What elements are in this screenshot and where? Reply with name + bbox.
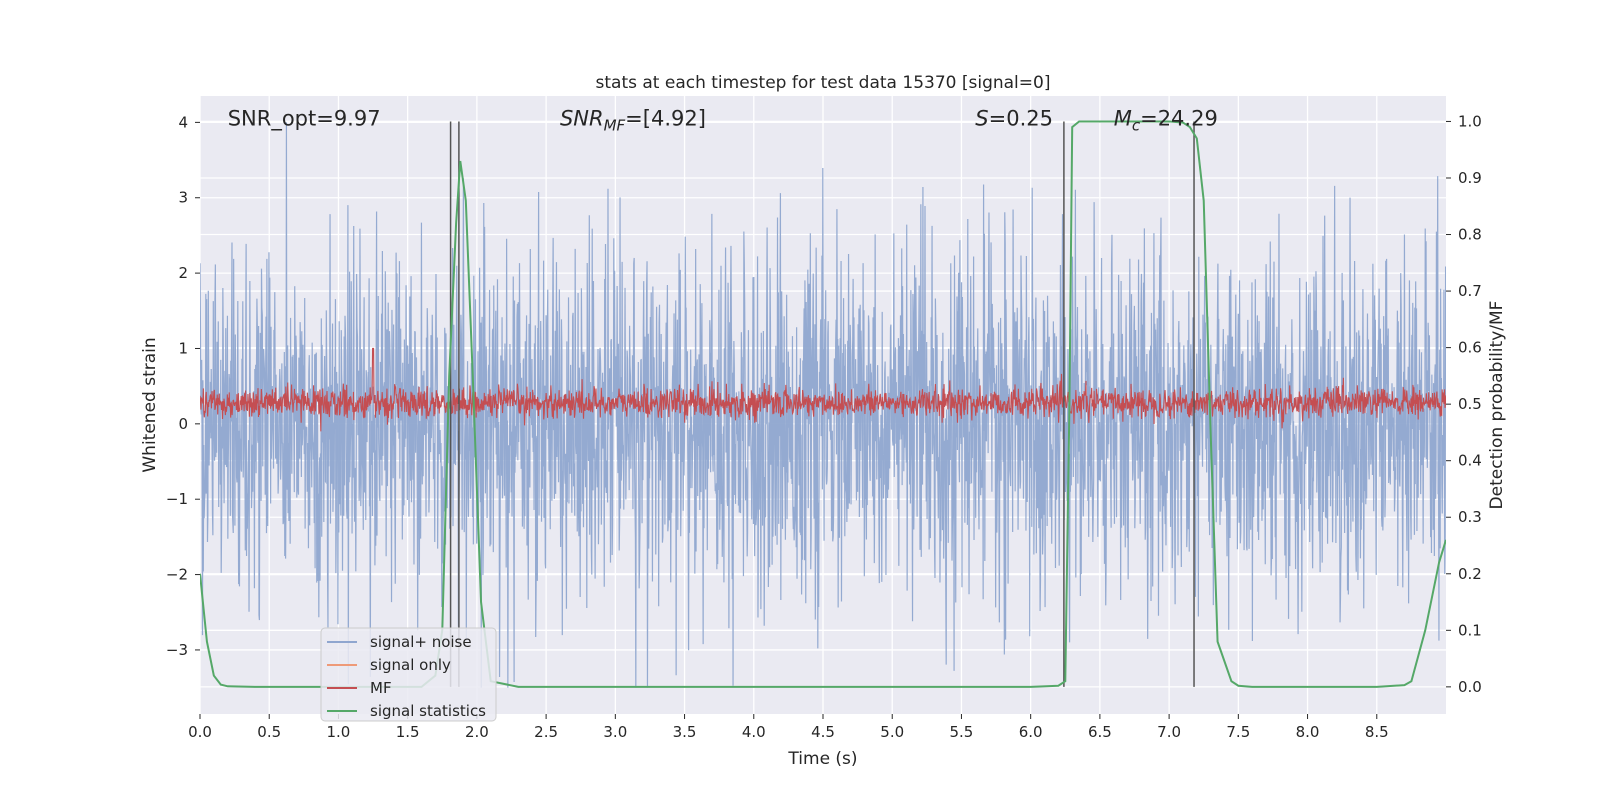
legend-label-3: signal statistics <box>370 702 486 720</box>
x-tick-label-6: 3.0 <box>603 723 627 741</box>
x-tick-label-4: 2.0 <box>465 723 489 741</box>
y2-tick-label-6: 0.6 <box>1458 339 1482 357</box>
signal-noise-line <box>200 122 1446 688</box>
legend-label-2: MF <box>370 679 392 697</box>
y2-tick-label-7: 0.7 <box>1458 282 1482 300</box>
annotation-0: SNR_opt=9.97 <box>228 107 381 132</box>
legend-label-1: signal only <box>370 656 451 674</box>
y2-tick-label-8: 0.8 <box>1458 226 1482 244</box>
y-tick-label-1: −2 <box>166 566 188 584</box>
y2-tick-label-2: 0.2 <box>1458 565 1482 583</box>
y2-tick-label-9: 0.9 <box>1458 169 1482 187</box>
x-axis: 0.0 0.5 1.0 1.5 2.0 2.5 3.0 3.5 4.0 4.5 5.0 5.5 6.0 6… <box>188 714 1389 741</box>
x-tick-label-5: 2.5 <box>534 723 558 741</box>
x-tick-label-0: 0.0 <box>188 723 212 741</box>
y2-tick-label-5: 0.5 <box>1458 395 1482 413</box>
x-tick-label-8: 4.0 <box>742 723 766 741</box>
x-tick-label-2: 1.0 <box>327 723 351 741</box>
chart-title: stats at each timestep for test data 153… <box>596 73 1051 93</box>
series-signal-noise <box>200 122 1446 688</box>
annotation-2: S=0.25 <box>975 107 1053 131</box>
x-tick-label-9: 4.5 <box>811 723 835 741</box>
y-tick-label-5: 2 <box>178 264 188 282</box>
y2-axis-label: Detection probability/MF <box>1487 301 1507 510</box>
x-tick-label-1: 0.5 <box>257 723 281 741</box>
x-tick-label-10: 5.0 <box>880 723 904 741</box>
x-tick-label-12: 6.0 <box>1019 723 1043 741</box>
x-tick-label-3: 1.5 <box>396 723 420 741</box>
x-axis-label: Time (s) <box>787 749 857 769</box>
x-tick-label-17: 8.5 <box>1365 723 1389 741</box>
mf-line <box>200 347 1446 432</box>
y2-tick-label-1: 0.1 <box>1458 621 1482 639</box>
vertical-markers <box>449 121 1195 687</box>
x-tick-label-11: 5.5 <box>950 723 974 741</box>
x-tick-label-13: 6.5 <box>1088 723 1112 741</box>
x-tick-label-14: 7.0 <box>1157 723 1181 741</box>
y-axis-label: Whitened strain <box>140 337 160 472</box>
series-mf <box>200 347 1446 432</box>
legend: signal+ noise signal only MF signal statist… <box>320 627 497 722</box>
x-tick-label-16: 8.0 <box>1296 723 1320 741</box>
y-tick-label-0: −3 <box>166 641 188 659</box>
y-tick-label-2: −1 <box>166 490 188 508</box>
x-tick-label-7: 3.5 <box>673 723 697 741</box>
annotation-3: Mc=24.29 <box>1114 107 1218 135</box>
annotations: SNR_opt=9.97 SNRMF=[4.92] S=0.25 Mc=24.29 <box>228 107 1218 135</box>
legend-box <box>320 627 497 722</box>
legend-label-0: signal+ noise <box>370 633 472 651</box>
y2-tick-label-10: 1.0 <box>1458 112 1482 130</box>
y-tick-label-3: 0 <box>178 415 188 433</box>
y2-tick-label-0: 0.0 <box>1458 678 1482 696</box>
y-tick-label-7: 4 <box>178 113 188 131</box>
annotation-1: SNRMF=[4.92] <box>560 107 706 135</box>
y-axis-left: −3 −2 −1 0 1 2 3 4 <box>166 113 200 659</box>
y2-tick-label-3: 0.3 <box>1458 508 1482 526</box>
y-tick-label-6: 3 <box>178 189 188 207</box>
x-tick-label-15: 7.5 <box>1226 723 1250 741</box>
y-tick-label-4: 1 <box>178 339 188 357</box>
y-axis-right: 0.0 0.1 0.2 0.3 0.4 0.5 0.6 0.7 0.8 0.9 1.0 <box>1446 112 1482 696</box>
y2-tick-label-4: 0.4 <box>1458 452 1482 470</box>
